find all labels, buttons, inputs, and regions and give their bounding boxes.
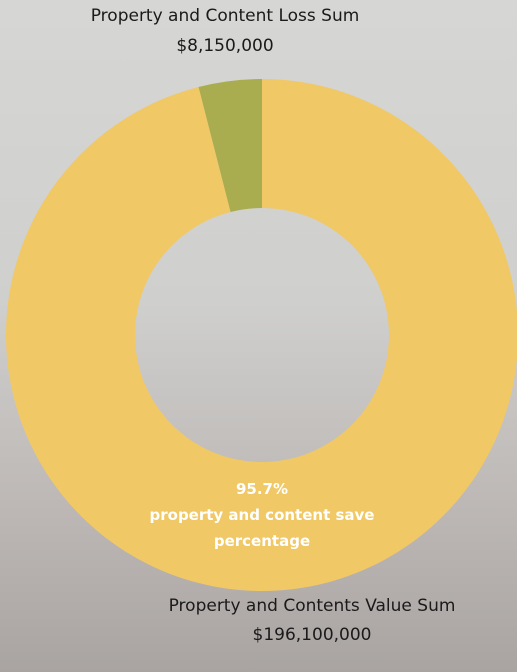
slice-label: Property and Contents Value Sum xyxy=(112,596,512,616)
center-caption: property and content save percentage xyxy=(127,502,397,554)
slice-label: Property and Content Loss Sum xyxy=(25,6,425,26)
center-value: 95.7% xyxy=(112,476,412,502)
center-annotation: 95.7% property and content save percenta… xyxy=(112,476,412,554)
value-label: $8,150,000 xyxy=(25,36,425,56)
chart xyxy=(0,0,517,672)
value-label: $196,100,000 xyxy=(112,625,512,645)
page: Property and Content Loss Sum $8,150,000… xyxy=(0,0,517,672)
